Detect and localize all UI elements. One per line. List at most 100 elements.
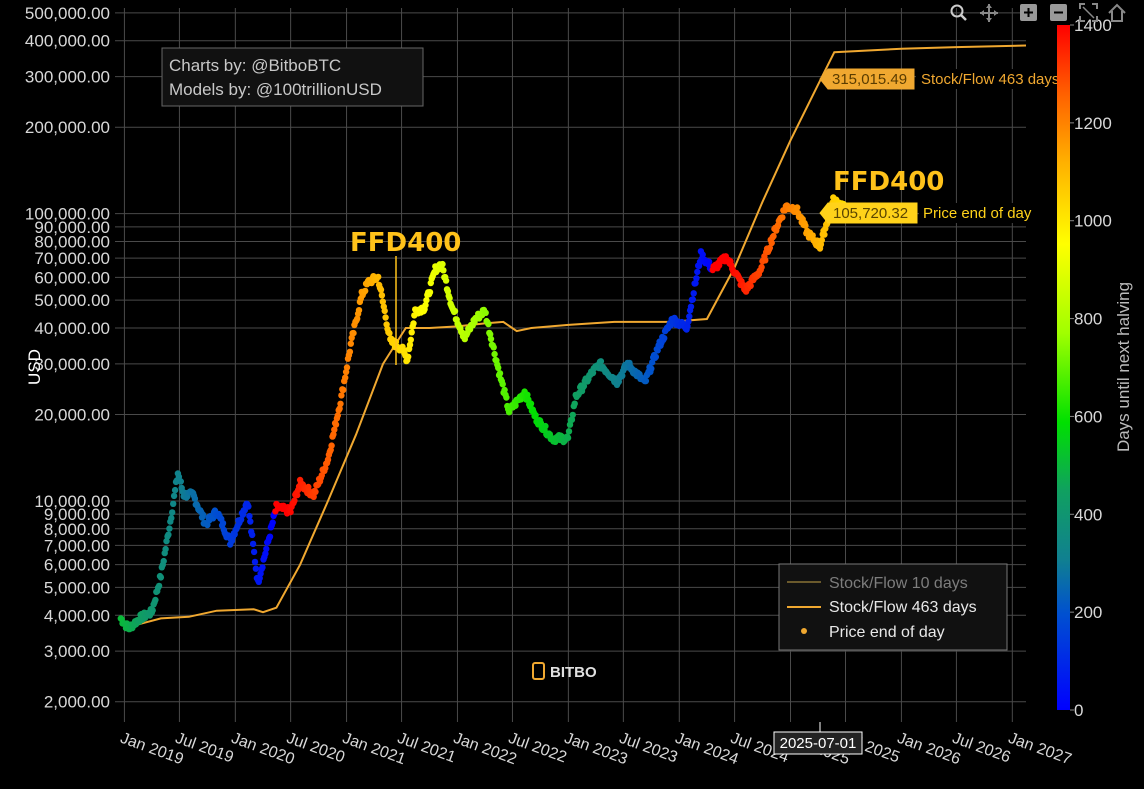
price-dot: [342, 374, 349, 381]
price-dot: [337, 400, 344, 407]
price-dot: [569, 411, 576, 419]
price-dot: [503, 394, 510, 401]
y-tick-label: 9,000.00: [44, 505, 110, 524]
ffd-annotation-2021: FFD400: [350, 228, 461, 258]
y-tick-label: 400,000.00: [25, 32, 110, 51]
price-dot: [652, 353, 660, 361]
price-dot: [160, 557, 167, 565]
price-dot: [568, 416, 576, 423]
price-dot: [699, 251, 706, 258]
price-dot: [685, 318, 692, 325]
y-tick-label: 20,000.00: [34, 405, 110, 424]
price-dot: [250, 548, 258, 556]
price-dot: [802, 222, 809, 229]
autoscale-icon[interactable]: [1079, 3, 1098, 22]
price-dot: [355, 307, 363, 314]
price-dot: [770, 232, 777, 240]
price-dot: [690, 290, 697, 297]
price-dot: [405, 353, 412, 360]
y-tick-label: 60,000.00: [34, 268, 110, 287]
colorbar-tick-label: 1200: [1074, 114, 1112, 133]
price-dot: [694, 268, 701, 276]
price-dot: [495, 364, 502, 371]
price-dot: [499, 381, 506, 388]
pan-icon[interactable]: [980, 4, 998, 22]
price-dot: [246, 512, 253, 520]
price-dot: [619, 372, 626, 379]
colorbar-tick-label: 400: [1074, 505, 1102, 524]
price-dot: [661, 335, 668, 342]
price-dot: [191, 495, 199, 502]
price-dot: [152, 596, 159, 604]
price-dot: [269, 519, 276, 526]
price-dots: [117, 194, 848, 633]
price-dot: [537, 419, 545, 427]
y-tick-label: 300,000.00: [25, 68, 110, 87]
price-dot: [580, 382, 588, 390]
zoom-icon[interactable]: [950, 4, 967, 21]
x-tick-label: Jan 2020: [229, 730, 297, 769]
price-dot: [565, 428, 573, 435]
price-dot: [343, 364, 351, 371]
credit-line-2: Models by: @100trillionUSD: [169, 80, 382, 99]
price-dot: [247, 518, 254, 525]
price-dot: [410, 320, 417, 327]
x-tick-label: Jan 2019: [118, 730, 186, 769]
price-dot: [252, 565, 260, 572]
price-dot: [482, 309, 489, 316]
y-tick-labels: 2,000.00 3,000.00 4,000.00 5,000.00 6,000.00…: [25, 4, 110, 712]
price-dot: [249, 531, 256, 539]
price-dot: [487, 335, 495, 343]
price-dot: [245, 503, 252, 510]
legend-item-sf463[interactable]: Stock/Flow 463 days: [787, 599, 977, 616]
price-dot: [266, 533, 274, 540]
price-dot: [204, 521, 211, 529]
price-dot: [259, 564, 266, 571]
price-dot: [408, 329, 415, 336]
price-dot: [779, 214, 786, 221]
price-dot: [251, 558, 259, 566]
price-dot: [654, 347, 661, 354]
legend-item-price[interactable]: Price end of day: [801, 624, 945, 641]
price-dot: [692, 280, 699, 287]
price-dot: [687, 303, 695, 310]
credits-box: Charts by: @BitboBTC Models by: @100tril…: [161, 47, 424, 107]
colorbar-tick-label: 1000: [1074, 212, 1112, 231]
price-dot: [354, 315, 361, 322]
price-dot: [338, 392, 345, 399]
price-dot: [166, 525, 173, 532]
price-dot: [328, 442, 335, 449]
zoom-in-icon[interactable]: [1020, 4, 1037, 21]
zoom-out-icon[interactable]: [1050, 4, 1067, 21]
price-dot: [170, 492, 178, 500]
price-dot: [382, 314, 389, 321]
price-dot: [571, 400, 578, 407]
legend-item-sf10[interactable]: Stock/Flow 10 days: [787, 575, 968, 592]
colorbar-tick-label: 600: [1074, 407, 1102, 426]
y-tick-label: 40,000.00: [34, 319, 110, 338]
price-dot: [287, 508, 294, 516]
colorbar-gradient: [1057, 25, 1070, 710]
hover-x-label: 2025-07-01: [773, 731, 863, 755]
price-dot: [762, 257, 769, 264]
y-axis-title: USD: [25, 349, 44, 385]
price-dot: [406, 341, 414, 348]
price-dot: [375, 273, 382, 281]
y-tick-label: 200,000.00: [25, 118, 110, 137]
price-dot: [168, 514, 175, 522]
y-tick-label: 8,000.00: [44, 520, 110, 539]
price-dot: [809, 232, 816, 239]
price-dot: [689, 296, 696, 303]
price-dot: [378, 292, 386, 299]
price-dot: [310, 493, 317, 500]
price-dot: [490, 344, 497, 351]
reset-axes-icon[interactable]: [1108, 3, 1126, 22]
x-tick-label: Jan 2027: [1006, 730, 1074, 769]
price-dot: [440, 267, 447, 274]
price-dot: [532, 412, 539, 419]
